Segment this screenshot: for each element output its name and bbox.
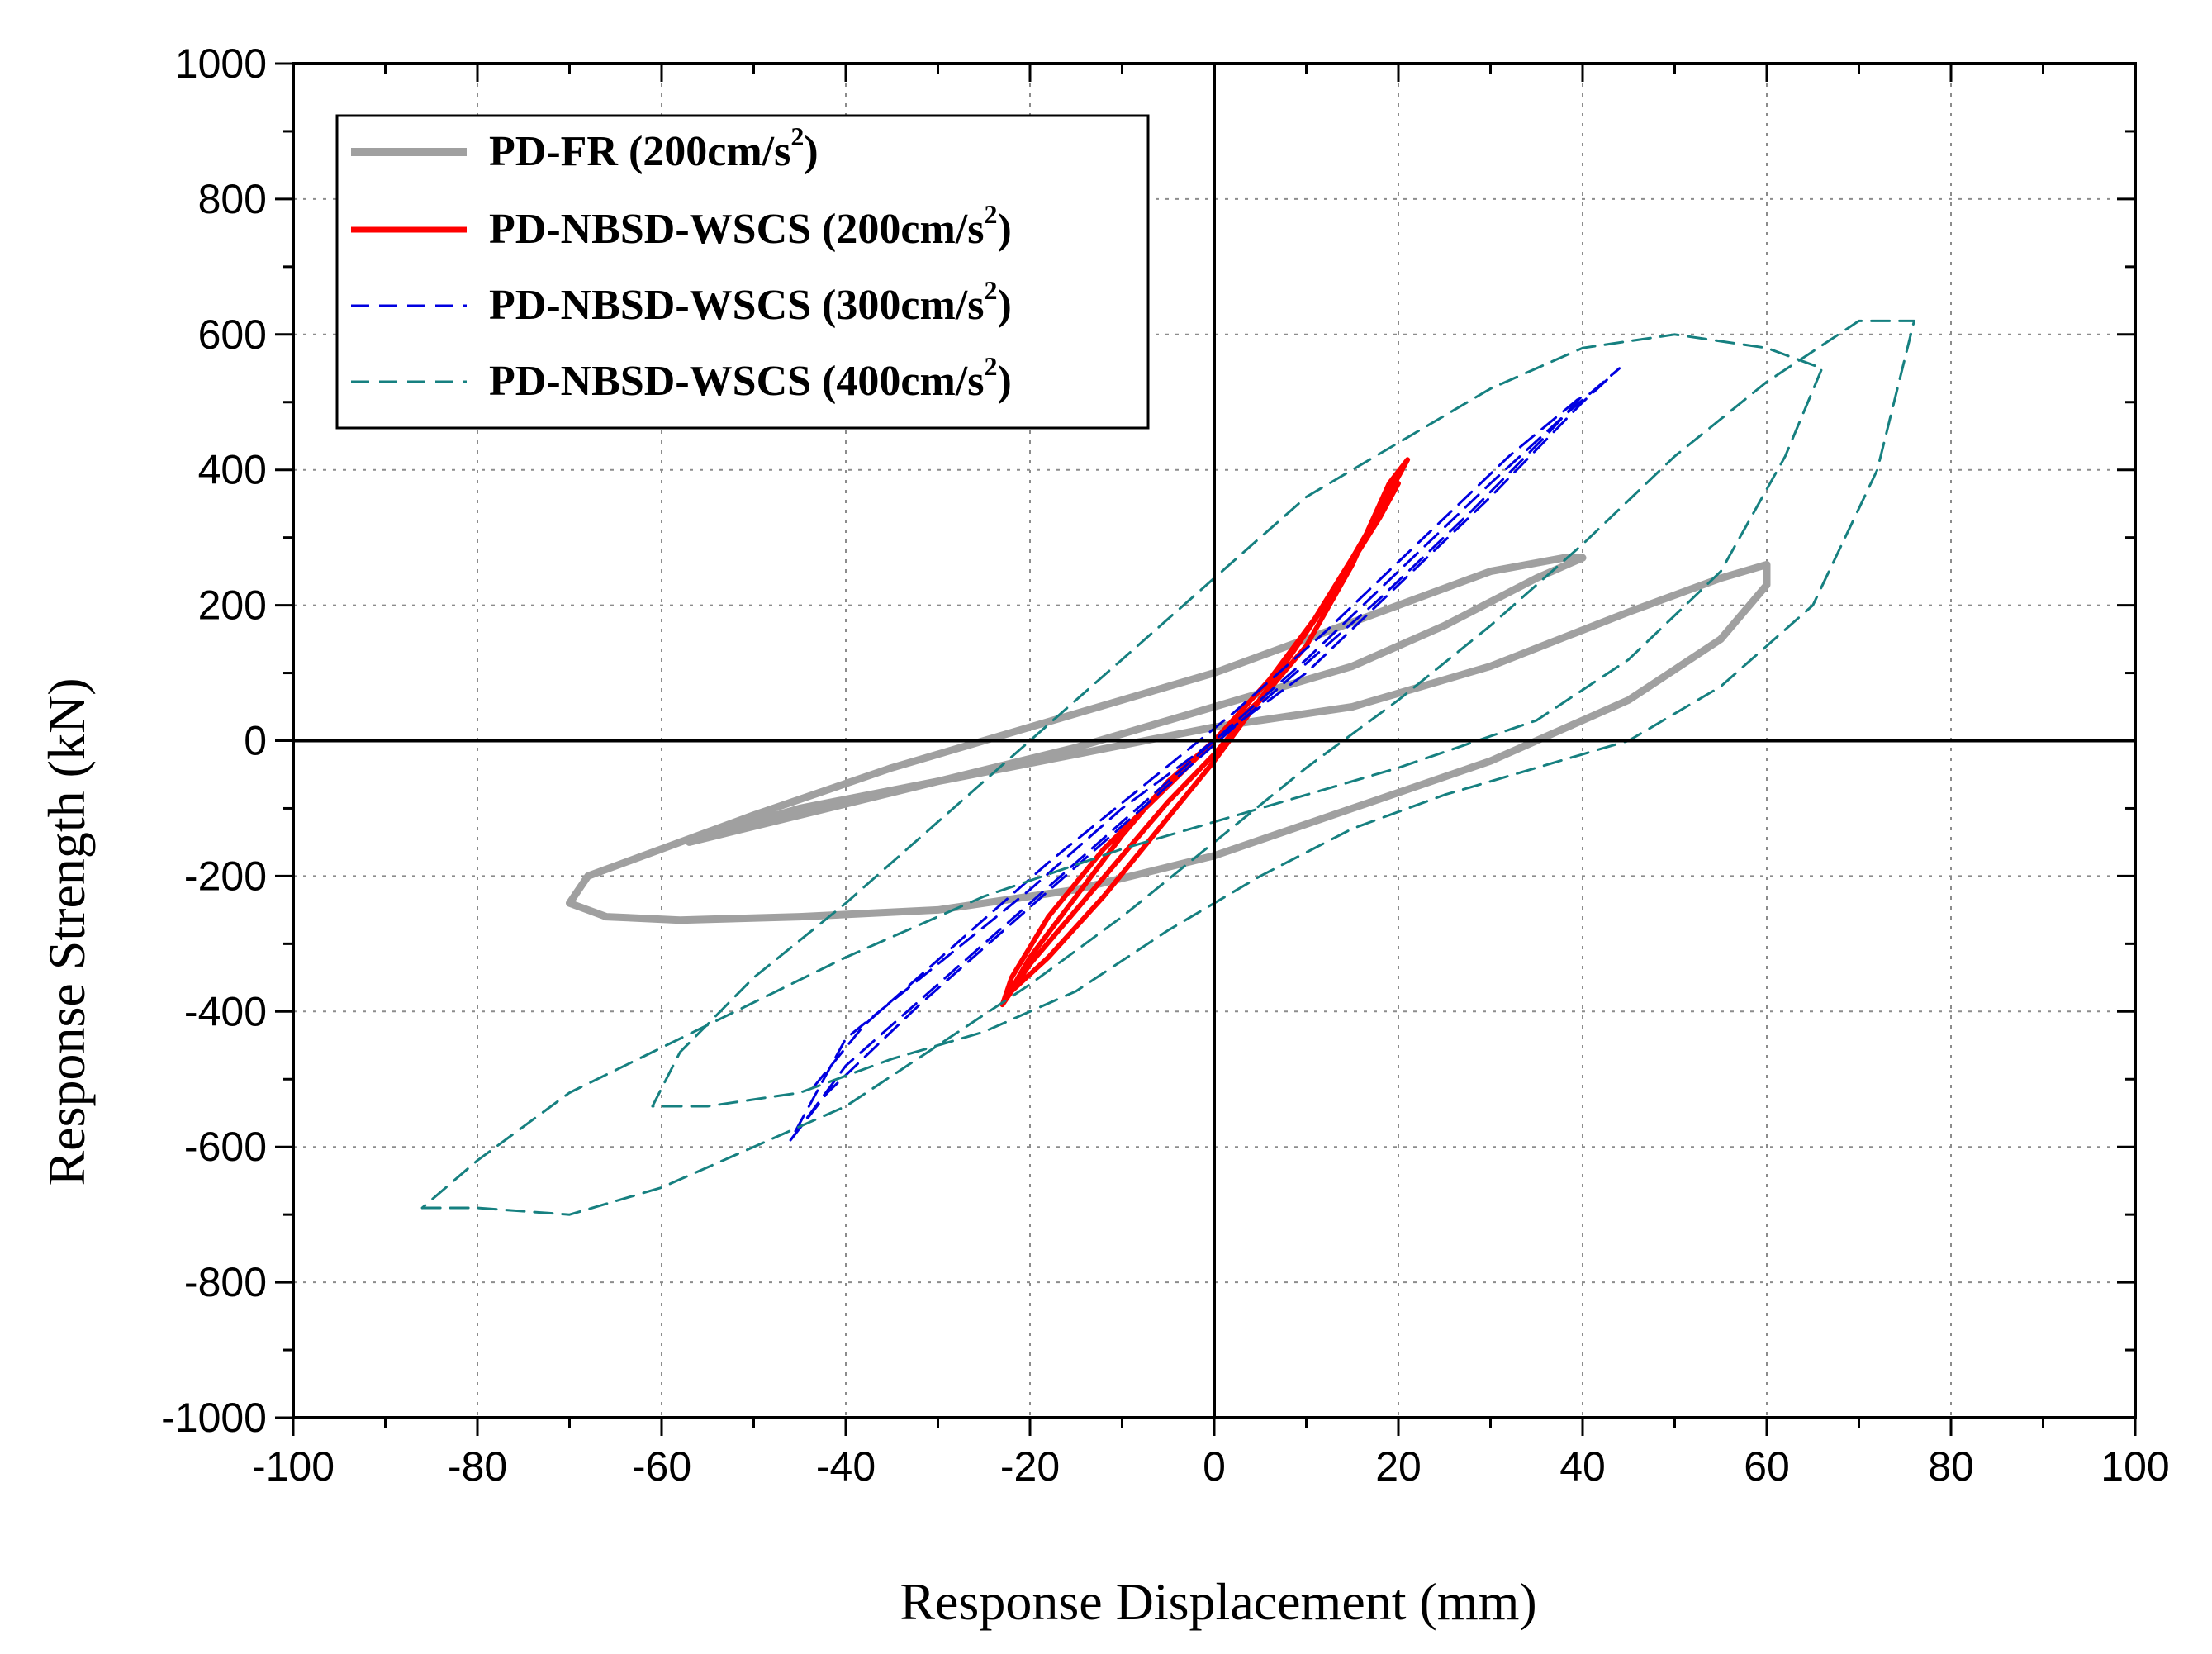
y-axis-title: Response Strength (kN)	[37, 677, 96, 1186]
x-tick-label: 60	[1744, 1443, 1790, 1490]
x-tick-label: 0	[1203, 1443, 1226, 1490]
x-tick-label: 80	[1928, 1443, 1974, 1490]
y-tick-label: 600	[198, 311, 267, 358]
y-tick-label: -400	[184, 988, 267, 1034]
y-tick-label: -600	[184, 1124, 267, 1170]
x-tick-label: -60	[632, 1443, 691, 1490]
x-tick-label: 20	[1375, 1443, 1422, 1490]
legend-box	[335, 114, 1150, 430]
series-layer	[420, 319, 1915, 1216]
legend-label-sup: 2	[984, 199, 997, 229]
x-tick-label: 40	[1559, 1443, 1606, 1490]
legend-label-4: PD-NBSD-WSCS (400cm/s2)	[489, 351, 1012, 405]
series-line-1	[566, 554, 1771, 924]
x-tick-label: -100	[252, 1443, 335, 1490]
legend-label-main: PD-NBSD-WSCS (200cm/s	[489, 206, 984, 253]
legend-label-end: )	[804, 128, 818, 175]
y-tick-label: 800	[198, 176, 267, 222]
y-tick-label: -200	[184, 853, 267, 899]
y-tick-label: 400	[198, 447, 267, 493]
legend-label-end: )	[997, 282, 1011, 329]
legend-label-sup: 2	[984, 275, 997, 305]
legend-label-sup: 2	[984, 351, 997, 381]
axes-layer	[275, 62, 2137, 1436]
x-tick-label: -80	[448, 1443, 507, 1490]
legend-label-sup: 2	[790, 121, 804, 151]
series-line-2	[999, 457, 1411, 1008]
y-tick-label: -1000	[161, 1395, 267, 1441]
legend-label-2: PD-NBSD-WSCS (200cm/s2)	[489, 199, 1012, 253]
x-tick-label: 100	[2100, 1443, 2169, 1490]
y-tick-label: 200	[198, 582, 267, 629]
legend-label-main: PD-NBSD-WSCS (300cm/s	[489, 282, 984, 329]
y-tick-label: 1000	[175, 40, 267, 87]
legend-label-3: PD-NBSD-WSCS (300cm/s2)	[489, 275, 1012, 329]
legend: PD-FR (200cm/s2)PD-NBSD-WSCS (200cm/s2)P…	[335, 114, 1150, 430]
legend-label-main: PD-NBSD-WSCS (400cm/s	[489, 358, 984, 405]
x-tick-label: -40	[816, 1443, 876, 1490]
y-tick-label: 0	[244, 718, 267, 764]
series-line-3	[789, 367, 1621, 1142]
legend-label-1: PD-FR (200cm/s2)	[489, 121, 819, 175]
legend-label-main: PD-FR (200cm/s	[489, 128, 790, 175]
tick-labels: -100 -80 -60 -40 -20 0 20 40 60 80 100100080060040…	[161, 40, 2170, 1490]
legend-label-end: )	[997, 206, 1011, 253]
x-tick-label: -20	[1000, 1443, 1060, 1490]
legend-label-end: )	[997, 358, 1011, 405]
x-axis-title: Response Displacement (mm)	[900, 1572, 1536, 1631]
series-line-4	[420, 319, 1915, 1216]
y-tick-label: -800	[184, 1259, 267, 1305]
